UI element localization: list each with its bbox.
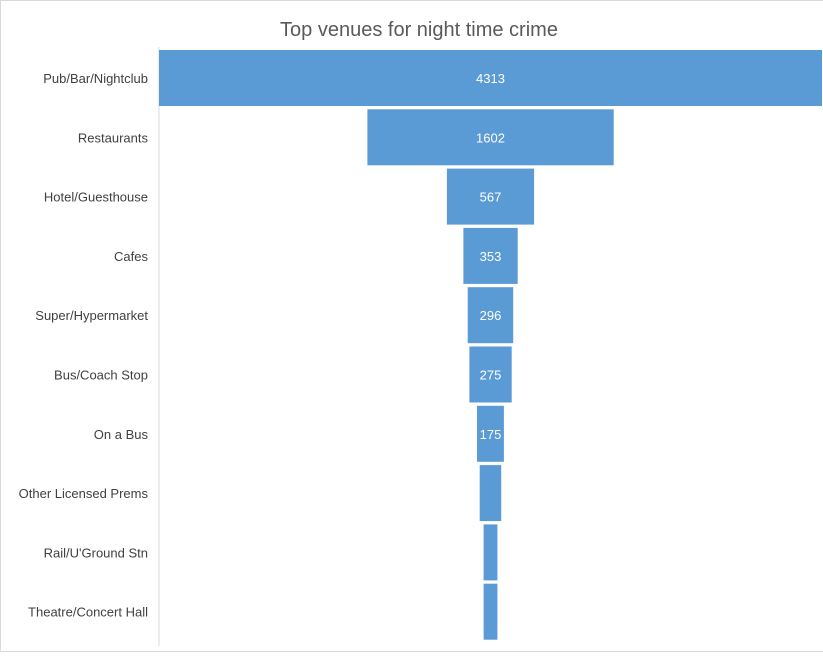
category-label: Other Licensed Prems xyxy=(19,486,149,501)
funnel-bar xyxy=(159,50,822,106)
data-label: 296 xyxy=(480,308,502,323)
category-label: Cafes xyxy=(114,249,148,264)
category-label: Bus/Coach Stop xyxy=(54,368,148,383)
data-label: 353 xyxy=(480,249,502,264)
funnel-bars: 4313 1602 567 353 296 275 175 xyxy=(159,50,822,640)
data-label: 175 xyxy=(480,427,502,442)
category-label: Super/Hypermarket xyxy=(35,308,148,323)
category-label: On a Bus xyxy=(94,427,149,442)
data-label: 1602 xyxy=(476,130,505,145)
funnel-bar xyxy=(446,168,535,225)
category-label: Theatre/Concert Hall xyxy=(28,605,148,620)
funnel-bar xyxy=(483,583,498,640)
funnel-bar xyxy=(479,465,502,522)
data-label: 4313 xyxy=(476,71,505,86)
funnel-bar xyxy=(483,524,498,581)
funnel-bar xyxy=(367,109,614,166)
category-label: Rail/U'Ground Stn xyxy=(44,545,148,560)
category-labels: Pub/Bar/Nightclub Restaurants Hotel/Guesth… xyxy=(19,71,149,620)
funnel-bar xyxy=(467,287,514,344)
data-label: 567 xyxy=(480,190,502,205)
funnel-bar xyxy=(477,405,504,462)
category-label: Pub/Bar/Nightclub xyxy=(43,71,148,86)
category-label: Hotel/Guesthouse xyxy=(44,190,148,205)
data-label: 275 xyxy=(480,368,502,383)
funnel-bar xyxy=(469,346,512,403)
funnel-bar xyxy=(463,227,518,284)
chart-title: Top venues for night time crime xyxy=(280,19,558,41)
category-label: Restaurants xyxy=(78,130,149,145)
